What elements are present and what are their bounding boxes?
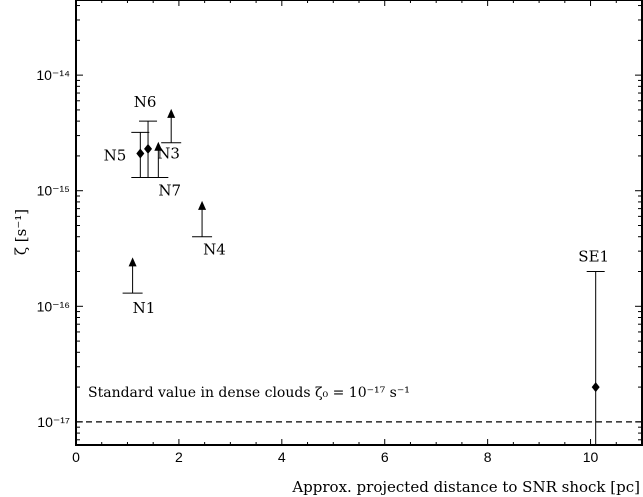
y-tick-label: 10⁻¹⁷ — [37, 414, 70, 430]
marks-layer: N1 N3 N4 N7 N5 N6 SE1 — [76, 93, 642, 445]
point-label: N1 — [133, 299, 156, 317]
error-point-n5: N5 — [104, 131, 150, 179]
diamond-marker — [144, 143, 153, 154]
y-axis-label: ζ [s⁻¹] — [12, 209, 30, 255]
y-tick-label: 10⁻¹⁴ — [36, 67, 70, 83]
point-label: N6 — [134, 93, 157, 111]
x-tick-label: 8 — [484, 449, 492, 465]
lower-limit-n7: N7 — [148, 141, 181, 200]
error-point-se1: SE1 — [578, 248, 609, 445]
x-tick-label: 6 — [381, 449, 389, 465]
point-label: N3 — [157, 145, 180, 163]
y-tick-label: 10⁻¹⁵ — [37, 183, 70, 199]
arrow-head — [167, 108, 176, 118]
point-label: N5 — [104, 146, 127, 164]
x-axis-label: Approx. projected distance to SNR shock … — [291, 478, 640, 496]
x-tick-label: 2 — [175, 449, 183, 465]
point-label: N4 — [203, 241, 226, 259]
x-tick-label: 4 — [278, 449, 286, 465]
point-label: SE1 — [578, 248, 609, 266]
diamond-marker — [591, 382, 600, 393]
reference-line-label: Standard value in dense clouds ζ₀ = 10⁻¹… — [88, 385, 410, 401]
diamond-marker — [136, 148, 145, 159]
lower-limit-n4: N4 — [192, 200, 226, 259]
x-tick-label: 0 — [72, 449, 80, 465]
lower-limit-n1: N1 — [122, 257, 156, 317]
point-label: N7 — [158, 182, 181, 200]
error-point-n6: N6 — [134, 93, 158, 179]
arrow-head — [128, 257, 137, 267]
lower-limit-n3: N3 — [157, 108, 182, 163]
plot-frame — [75, 0, 643, 446]
y-tick-label: 10⁻¹⁶ — [37, 298, 70, 314]
arrow-head — [198, 200, 207, 210]
arrow-head — [154, 141, 163, 151]
x-tick-label: 10 — [583, 449, 599, 465]
